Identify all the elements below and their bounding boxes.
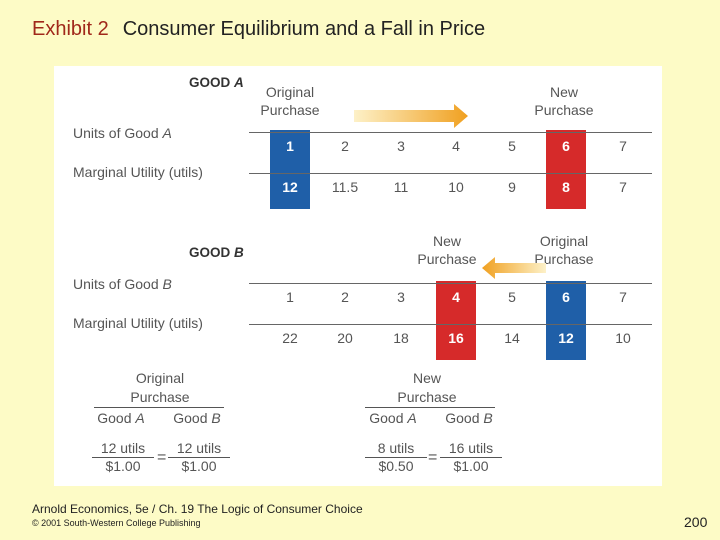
- good-b-unit-cell: 6: [562, 289, 570, 305]
- equation-original-equals: =: [157, 449, 167, 466]
- good-a-mu-cell: 9: [508, 179, 516, 195]
- equation-new-caption: New Purchase: [397, 370, 457, 405]
- equation-new-fraction-a: 8 utils $0.50: [365, 440, 427, 475]
- footer-copyright: © 2001 South-Western College Publishing: [32, 518, 201, 528]
- good-b-original-caption: Original Purchase: [534, 233, 594, 267]
- good-b-mu-cell: 22: [282, 330, 298, 346]
- good-a-mu-cell: 11: [393, 179, 409, 195]
- good-b-rule-middle: [249, 324, 652, 325]
- good-b-new-caption: New Purchase: [417, 233, 477, 267]
- equation-new-label-a: Good A: [369, 410, 417, 426]
- exhibit-panel: GOOD A Original Purchase New Purchase Un…: [54, 66, 662, 486]
- good-a-unit-cell: 3: [397, 138, 405, 154]
- good-b-heading: GOOD B: [189, 245, 244, 260]
- good-a-unit-cell: 4: [452, 138, 460, 154]
- good-a-mu-cell: 10: [448, 179, 464, 195]
- equation-new-label-b: Good B: [445, 410, 493, 426]
- good-a-unit-cell: 1: [286, 138, 294, 154]
- good-a-new-caption: New Purchase: [534, 84, 594, 118]
- equation-original-caption: Original Purchase: [130, 370, 190, 405]
- equation-original-fraction-a: 12 utils $1.00: [92, 440, 154, 475]
- equation-new-fraction-b: 16 utils $1.00: [440, 440, 502, 475]
- equation-new-rule: [365, 407, 495, 408]
- good-b-mu-cell: 20: [337, 330, 353, 346]
- good-b-mu-cell: 14: [504, 330, 520, 346]
- footer-source: Arnold Economics, 5e / Ch. 19 The Logic …: [32, 502, 363, 516]
- good-a-heading: GOOD A: [189, 75, 244, 90]
- good-a-unit-cell: 2: [341, 138, 349, 154]
- good-a-original-highlight: [270, 130, 310, 209]
- good-a-mu-label: Marginal Utility (utils): [73, 164, 203, 180]
- good-b-shift-arrow: [482, 257, 546, 279]
- good-a-unit-cell: 5: [508, 138, 516, 154]
- good-b-original-highlight: [546, 281, 586, 360]
- good-b-mu-cell: 10: [615, 330, 631, 346]
- good-a-rule-top: [249, 132, 652, 133]
- good-a-mu-cell: 12: [282, 179, 298, 195]
- good-b-mu-cell: 12: [558, 330, 574, 346]
- equation-original-label-b: Good B: [173, 410, 221, 426]
- slide-title: Exhibit 2 Consumer Equilibrium and a Fall…: [32, 18, 485, 41]
- good-b-unit-cell: 3: [397, 289, 405, 305]
- good-b-new-highlight: [436, 281, 476, 360]
- equation-new-equals: =: [428, 449, 438, 466]
- good-b-mu-cell: 18: [393, 330, 409, 346]
- page-number: 200: [684, 514, 708, 530]
- exhibit-number: Exhibit 2: [32, 18, 109, 40]
- good-a-original-caption: Original Purchase: [260, 84, 320, 118]
- good-b-unit-cell: 5: [508, 289, 516, 305]
- good-a-unit-cell: 6: [562, 138, 570, 154]
- good-a-rule-middle: [249, 173, 652, 174]
- good-b-unit-cell: 4: [452, 289, 460, 305]
- good-a-units-label: Units of Good A: [73, 125, 172, 141]
- good-a-shift-arrow: [354, 104, 468, 128]
- good-b-unit-cell: 7: [619, 289, 627, 305]
- good-a-mu-cell: 7: [619, 179, 627, 195]
- good-b-unit-cell: 1: [286, 289, 294, 305]
- good-b-rule-top: [249, 283, 652, 284]
- good-a-mu-cell: 11.5: [331, 179, 359, 195]
- good-a-unit-cell: 7: [619, 138, 627, 154]
- good-a-new-highlight: [546, 130, 586, 209]
- good-b-mu-cell: 16: [448, 330, 464, 346]
- equation-original-label-a: Good A: [97, 410, 145, 426]
- equation-original-rule: [94, 407, 224, 408]
- good-a-mu-cell: 8: [562, 179, 570, 195]
- good-b-units-label: Units of Good B: [73, 276, 172, 292]
- good-b-mu-label: Marginal Utility (utils): [73, 315, 203, 331]
- equation-original-fraction-b: 12 utils $1.00: [168, 440, 230, 475]
- good-b-unit-cell: 2: [341, 289, 349, 305]
- exhibit-title: Consumer Equilibrium and a Fall in Price: [122, 18, 486, 40]
